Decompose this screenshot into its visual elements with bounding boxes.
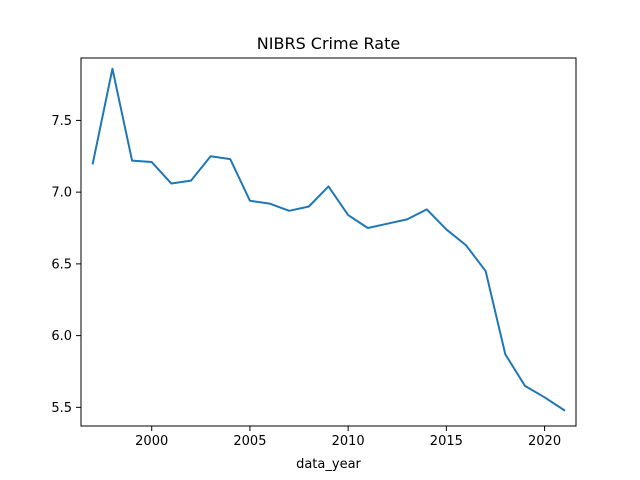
x-tick-label: 2005	[233, 434, 266, 449]
x-tick-label: 2000	[135, 434, 168, 449]
y-tick-label: 7.5	[51, 114, 72, 129]
y-tick-label: 5.5	[51, 401, 72, 416]
x-axis: 2000 2005 2010 2015 2020	[135, 426, 561, 449]
x-tick-label: 2015	[430, 434, 463, 449]
y-axis: 5.5 6.0 6.5 7.0 7.5	[51, 114, 81, 416]
chart-title: NIBRS Crime Rate	[257, 34, 400, 53]
series-line	[91, 67, 566, 412]
x-axis-label: data_year	[296, 457, 361, 472]
x-tick-label: 2020	[528, 434, 561, 449]
plot-frame	[80, 57, 577, 427]
x-tick-label: 2010	[332, 434, 365, 449]
y-tick-label: 6.0	[51, 329, 72, 344]
y-tick-label: 7.0	[51, 186, 72, 201]
plot-area	[91, 67, 566, 412]
y-tick-label: 6.5	[51, 257, 72, 272]
